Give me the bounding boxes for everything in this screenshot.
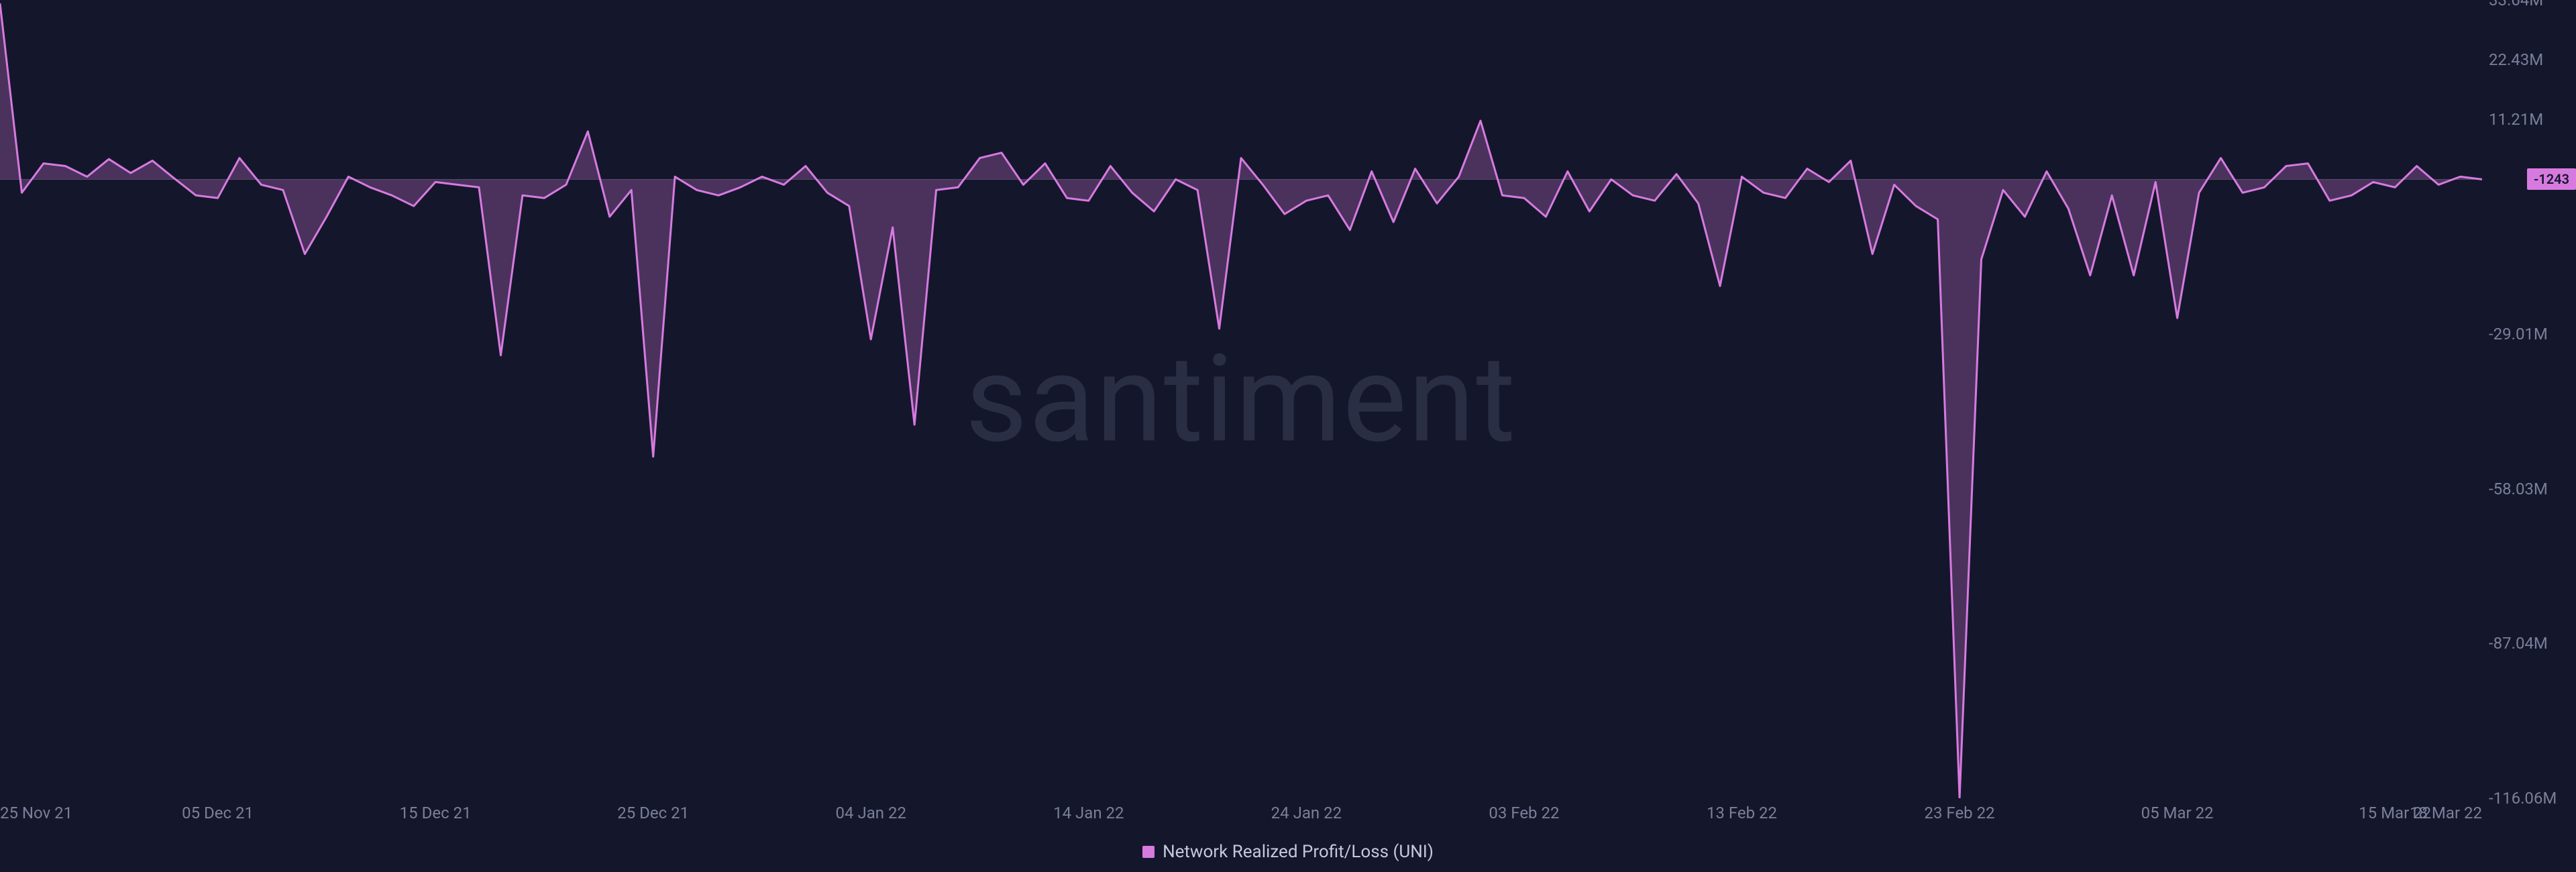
y-tick-label: -87.04M — [2489, 634, 2548, 653]
legend-marker — [1142, 846, 1155, 858]
y-tick-label: -58.03M — [2489, 480, 2548, 498]
series-line-path — [0, 3, 2482, 798]
x-tick-label: 13 Feb 22 — [1707, 804, 1777, 822]
y-tick-label: 33.64M — [2489, 0, 2543, 9]
x-tick-label: 25 Dec 21 — [617, 804, 689, 822]
series-area-fill — [0, 3, 2482, 798]
y-tick-label: -29.01M — [2489, 325, 2548, 343]
y-tick-label: -116.06M — [2489, 789, 2557, 808]
x-tick-label: 23 Feb 22 — [1925, 804, 1995, 822]
x-tick-label: 05 Dec 21 — [182, 804, 254, 822]
chart-container: santiment -1243 33.64M 22.43M 11.21M -29.01… — [0, 0, 2576, 872]
x-tick-label: 05 Mar 22 — [2141, 804, 2214, 822]
x-axis: 25 Nov 21 05 Dec 21 15 Dec 21 25 Dec 21 04 J… — [0, 798, 2482, 832]
x-tick-label: 18 Mar 22 — [2410, 804, 2482, 822]
legend-label: Network Realized Profit/Loss (UNI) — [1163, 842, 1434, 862]
x-tick-label: 03 Feb 22 — [1489, 804, 1559, 822]
plot-area[interactable]: santiment -1243 — [0, 0, 2482, 798]
x-tick-label: 15 Dec 21 — [400, 804, 472, 822]
x-tick-label: 04 Jan 22 — [836, 804, 906, 822]
y-axis: 33.64M22.43M11.21M-29.01M-58.03M-87.04M-… — [2482, 0, 2576, 798]
legend[interactable]: Network Realized Profit/Loss (UNI) — [0, 838, 2576, 865]
x-tick-label: 25 Nov 21 — [0, 804, 72, 822]
series-line — [0, 0, 2482, 798]
x-tick-label: 14 Jan 22 — [1053, 804, 1124, 822]
x-tick-label: 24 Jan 22 — [1271, 804, 1342, 822]
y-tick-label: 22.43M — [2489, 50, 2543, 69]
y-tick-label: 11.21M — [2489, 110, 2543, 129]
